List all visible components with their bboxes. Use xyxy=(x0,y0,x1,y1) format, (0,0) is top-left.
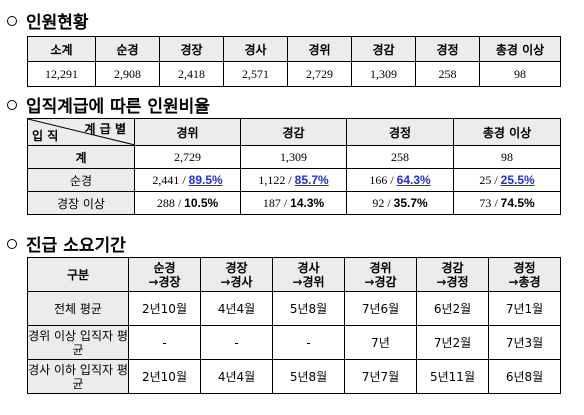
ratio-cell: 166 / 64.3% xyxy=(346,168,454,192)
value-cell: 258 xyxy=(346,145,454,169)
value-cell: 4년4월 xyxy=(200,359,273,394)
value-cell: 7년6월 xyxy=(344,291,417,326)
value-cell: 1,309 xyxy=(351,61,416,87)
table-row: 계 2,729 1,309 258 98 xyxy=(27,145,561,169)
promotion-period-table: 구분 순경 →경장 경장 →경사 경사 →경위 경위 →경감 경감 →경정 경정 →총경 전… xyxy=(27,257,561,394)
circle-bullet-icon xyxy=(7,15,17,26)
table-row: 경위 이상 입직자 평균 - - - 7년 7년2월 7년3월 xyxy=(27,325,561,360)
value-cell: 5년8월 xyxy=(272,359,345,394)
value-cell: - xyxy=(200,325,273,360)
circle-bullet-icon xyxy=(7,99,17,110)
value-cell: 2,729 xyxy=(134,145,241,169)
section-title-text: 인원현황 xyxy=(26,13,89,33)
table-row: 경장 이상 288 / 10.5% 187 / 14.3% 92 / 35.7%… xyxy=(27,191,561,215)
header-cell: 경위 xyxy=(287,36,352,62)
entry-ratio-table: 계 급 별 입 직 경위 경감 경정 총경 이상 계 2,729 1,309 2… xyxy=(27,118,561,215)
table-header-row: 계 급 별 입 직 경위 경감 경정 총경 이상 xyxy=(27,118,561,146)
header-cell: 순경 xyxy=(95,36,160,62)
value-cell: 12,291 xyxy=(27,61,96,87)
value-cell: 7년2월 xyxy=(416,325,489,360)
value-cell: 2년10월 xyxy=(128,291,201,326)
header-cell: 경감 xyxy=(351,36,416,62)
corner-bottom-label: 입 직 xyxy=(32,129,59,143)
row-label: 계 xyxy=(27,145,135,169)
diagonal-line xyxy=(28,119,134,145)
section-title-promotion-period: 진급 소요기간 xyxy=(4,231,126,256)
table-header-row: 구분 순경 →경장 경장 →경사 경사 →경위 경위 →경감 경감 →경정 경정 →총경 xyxy=(27,257,561,292)
value-cell: 7년3월 xyxy=(488,325,561,360)
table-row: 12,291 2,908 2,418 2,571 2,729 1,309 258… xyxy=(27,61,561,87)
header-cell: 경장 →경사 xyxy=(200,257,273,292)
ratio-cell: 187 / 14.3% xyxy=(240,191,347,215)
value-cell: 5년11월 xyxy=(416,359,489,394)
section-title-staffing: 인원현황 xyxy=(4,8,89,33)
value-cell: - xyxy=(128,325,201,360)
header-cell: 소계 xyxy=(27,36,96,62)
value-cell: 2년10월 xyxy=(128,359,201,394)
section-title-text: 입직계급에 따른 인원비율 xyxy=(26,97,210,117)
ratio-cell: 25 / 25.5% xyxy=(453,168,561,192)
row-label: 경사 이하 입직자 평균 xyxy=(27,359,129,394)
value-cell: 2,729 xyxy=(287,61,352,87)
header-cell: 경위 →경감 xyxy=(344,257,417,292)
table-row: 순경 2,441 / 89.5% 1,122 / 85.7% 166 / 64.… xyxy=(27,168,561,192)
header-cell: 경감 xyxy=(240,118,347,146)
circle-bullet-icon xyxy=(7,238,17,249)
section-title-entry-ratio: 입직계급에 따른 인원비율 xyxy=(4,92,210,117)
ratio-cell: 2,441 / 89.5% xyxy=(134,168,241,192)
value-cell: 5년8월 xyxy=(272,291,345,326)
header-cell: 경사 →경위 xyxy=(272,257,345,292)
header-cell: 경감 →경정 xyxy=(416,257,489,292)
value-cell: 98 xyxy=(453,145,561,169)
row-label: 순경 xyxy=(27,168,135,192)
header-cell: 경장 xyxy=(159,36,224,62)
value-cell: 1,309 xyxy=(240,145,347,169)
header-cell: 경정 →총경 xyxy=(488,257,561,292)
table-header-row: 소계 순경 경장 경사 경위 경감 경정 총경 이상 xyxy=(27,36,561,62)
table-row: 전체 평균 2년10월 4년4월 5년8월 7년6월 6년2월 7년1월 xyxy=(27,291,561,326)
value-cell: 2,908 xyxy=(95,61,160,87)
corner-top-label: 계 급 별 xyxy=(84,122,126,136)
header-cell: 경정 xyxy=(346,118,454,146)
value-cell: 98 xyxy=(479,61,561,87)
header-cell: 경위 xyxy=(134,118,241,146)
diagonal-corner-cell: 계 급 별 입 직 xyxy=(27,118,135,146)
value-cell: - xyxy=(272,325,345,360)
ratio-cell: 92 / 35.7% xyxy=(346,191,454,215)
value-cell: 6년2월 xyxy=(416,291,489,326)
value-cell: 7년 xyxy=(344,325,417,360)
row-label: 경위 이상 입직자 평균 xyxy=(27,325,129,360)
value-cell: 258 xyxy=(415,61,480,87)
header-cell: 총경 이상 xyxy=(479,36,561,62)
ratio-cell: 288 / 10.5% xyxy=(134,191,241,215)
ratio-cell: 1,122 / 85.7% xyxy=(240,168,347,192)
section-title-text: 진급 소요기간 xyxy=(26,236,126,256)
header-cell: 순경 →경장 xyxy=(128,257,201,292)
table-row: 경사 이하 입직자 평균 2년10월 4년4월 5년8월 7년7월 5년11월 … xyxy=(27,359,561,394)
value-cell: 2,418 xyxy=(159,61,224,87)
staffing-table: 소계 순경 경장 경사 경위 경감 경정 총경 이상 12,291 2,908 … xyxy=(27,36,561,87)
value-cell: 7년7월 xyxy=(344,359,417,394)
value-cell: 2,571 xyxy=(223,61,288,87)
row-label: 전체 평균 xyxy=(27,291,129,326)
value-cell: 4년4월 xyxy=(200,291,273,326)
header-cell: 총경 이상 xyxy=(453,118,561,146)
value-cell: 6년8월 xyxy=(488,359,561,394)
header-cell: 구분 xyxy=(27,257,129,292)
header-cell: 경사 xyxy=(223,36,288,62)
value-cell: 7년1월 xyxy=(488,291,561,326)
header-cell: 경정 xyxy=(415,36,480,62)
ratio-cell: 73 / 74.5% xyxy=(453,191,561,215)
row-label: 경장 이상 xyxy=(27,191,135,215)
